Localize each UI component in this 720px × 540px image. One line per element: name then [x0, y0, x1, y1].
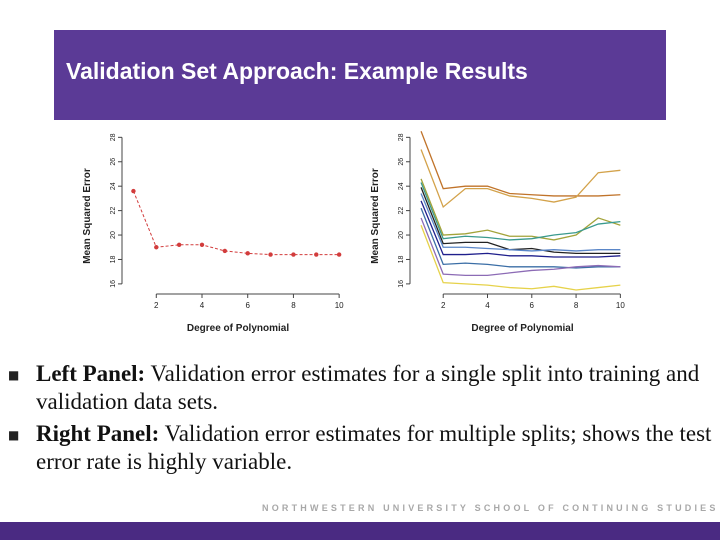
y-tick-label: 18: [110, 255, 117, 263]
x-tick-label: 2: [154, 301, 159, 310]
title-band: Validation Set Approach: Example Results: [54, 30, 666, 120]
y-tick-label: 28: [110, 133, 117, 141]
data-point: [314, 252, 319, 257]
x-tick-label: 2: [441, 301, 446, 310]
x-tick-label: 4: [200, 301, 205, 310]
x-axis-label: Degree of Polynomial: [471, 323, 573, 334]
series-line: [420, 200, 621, 258]
data-point: [154, 245, 159, 250]
y-tick-label: 18: [398, 255, 405, 263]
x-tick-label: 8: [291, 301, 296, 310]
y-tick-label: 28: [398, 133, 405, 141]
series-line: [420, 207, 621, 269]
bullet-text: Validation error estimates for multiple …: [36, 421, 712, 474]
footer-bar: [0, 522, 720, 540]
y-tick-label: 24: [398, 182, 405, 190]
y-tick-label: 16: [110, 280, 117, 288]
data-point: [131, 188, 136, 194]
footer-institution: NORTHWESTERN UNIVERSITY SCHOOL OF CONTIN…: [262, 503, 719, 513]
data-point: [291, 252, 296, 257]
data-point: [222, 248, 228, 254]
series-line: [420, 178, 621, 241]
y-tick-label: 20: [398, 231, 405, 239]
series-line: [420, 193, 621, 252]
bullet-square-icon: ■: [8, 428, 20, 442]
y-tick-label: 20: [110, 231, 117, 239]
series-line: [132, 190, 340, 256]
series-line: [420, 225, 621, 291]
y-axis-label: Mean Squared Error: [82, 168, 93, 264]
data-point: [336, 252, 342, 257]
data-point: [268, 252, 273, 257]
y-tick-label: 22: [398, 207, 405, 215]
bullet-text: Validation error estimates for a single …: [36, 361, 700, 414]
bullet-square-icon: ■: [8, 368, 20, 382]
y-tick-label: 22: [110, 207, 117, 215]
bullet-right-panel: ■ Right Panel: Validation error estimate…: [8, 420, 714, 476]
data-point: [199, 242, 205, 248]
y-tick-label: 26: [398, 158, 405, 166]
series-line: [420, 217, 621, 276]
data-point: [245, 251, 250, 256]
slide-title: Validation Set Approach: Example Results: [66, 58, 528, 84]
bullet-heading: Left Panel:: [36, 361, 146, 386]
x-tick-label: 4: [485, 301, 490, 310]
y-tick-label: 16: [398, 280, 405, 288]
bullet-list: ■ Left Panel: Validation error estimates…: [8, 360, 714, 480]
y-tick-label: 26: [110, 158, 117, 166]
x-tick-label: 8: [574, 301, 579, 310]
y-axis-label: Mean Squared Error: [370, 168, 381, 264]
x-axis-label: Degree of Polynomial: [187, 323, 289, 334]
x-tick-label: 10: [335, 301, 344, 310]
series-line: [420, 187, 621, 255]
x-tick-label: 10: [616, 301, 625, 310]
bullet-heading: Right Panel:: [36, 421, 160, 446]
data-point: [176, 242, 182, 248]
series-line: [420, 182, 621, 241]
x-tick-label: 6: [245, 301, 250, 310]
y-tick-label: 24: [110, 182, 117, 190]
bullet-left-panel: ■ Left Panel: Validation error estimates…: [8, 360, 714, 416]
x-tick-label: 6: [530, 301, 535, 310]
series-line: [420, 149, 621, 209]
series-line: [420, 130, 621, 197]
